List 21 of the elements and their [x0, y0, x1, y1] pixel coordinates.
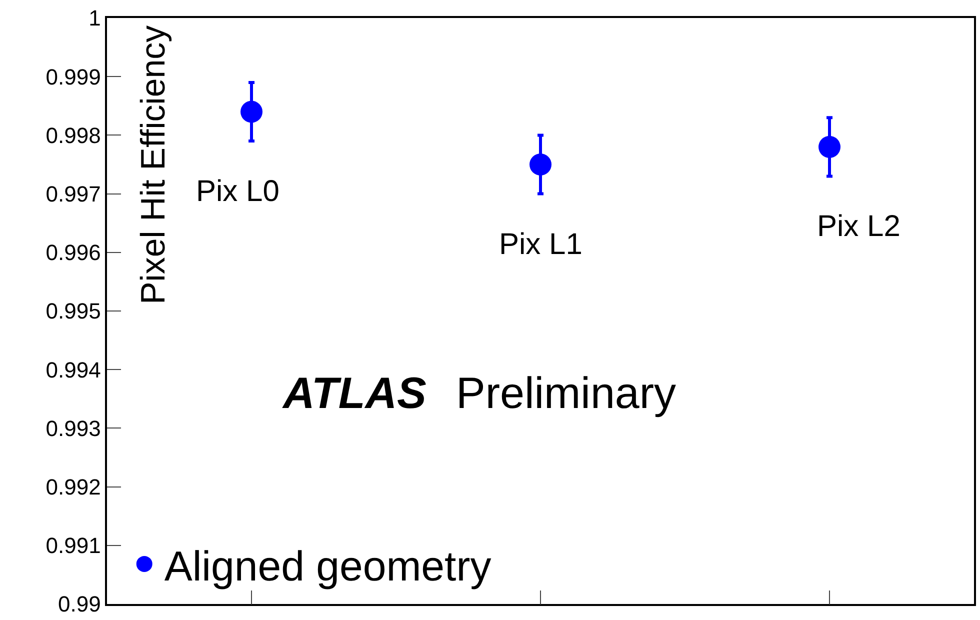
- annotation: Preliminary: [456, 369, 676, 418]
- y-tick-label: 0.994: [46, 357, 101, 382]
- legend-label: Aligned geometry: [164, 542, 492, 590]
- point: [240, 100, 262, 123]
- y-tick-label: 0.997: [46, 182, 101, 206]
- y-tick-label: 0.992: [46, 474, 101, 500]
- y-tick-label: 0.993: [46, 416, 101, 441]
- x-tick-label: Pix L0: [196, 175, 280, 208]
- y-tick-label: 0.99: [58, 592, 101, 617]
- x-tick-label: Pix L1: [499, 228, 582, 261]
- y-tick-label: 0.995: [46, 298, 101, 324]
- y-tick-label: 0.991: [46, 533, 101, 558]
- annotation: ATLAS: [282, 369, 426, 418]
- y-tick-label: 0.998: [46, 122, 101, 148]
- y-axis-title: Pixel Hit Efficiency: [134, 25, 173, 304]
- point: [530, 154, 552, 176]
- point: [818, 136, 840, 158]
- y-tick-label: 0.996: [46, 240, 101, 266]
- y-tick-label: 1: [88, 6, 101, 31]
- x-tick-label: Pix L2: [817, 210, 900, 243]
- y-tick-label: 0.999: [46, 64, 101, 90]
